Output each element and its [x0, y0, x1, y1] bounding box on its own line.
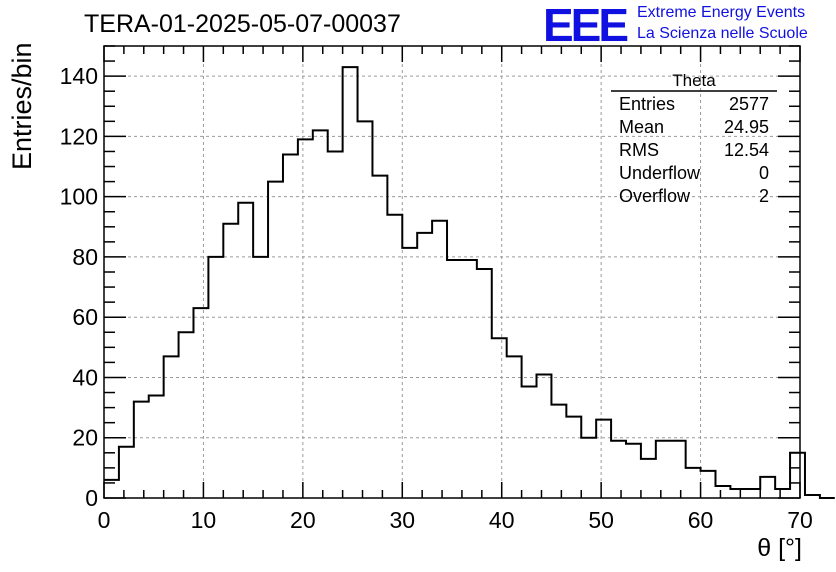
x-tick-label: 70 — [787, 507, 813, 533]
stats-value: 12.54 — [723, 140, 769, 160]
y-tick-label: 120 — [60, 123, 98, 149]
stats-value: 2 — [758, 186, 769, 206]
y-tick-labels: 0 20 40 60 80 100 120 140 — [60, 63, 98, 511]
stats-key: Entries — [619, 94, 676, 114]
y-tick-label: 80 — [72, 244, 98, 270]
x-tick-label: 40 — [489, 507, 515, 533]
stats-value: 2577 — [728, 94, 769, 114]
stats-key: Overflow — [619, 186, 691, 206]
stats-value: 0 — [758, 163, 769, 183]
x-tick-label: 20 — [290, 507, 316, 533]
stats-key: Mean — [619, 117, 665, 137]
histogram-step-line — [104, 66, 835, 499]
stats-key: Underflow — [619, 163, 701, 183]
x-tick-label: 60 — [688, 507, 714, 533]
x-tick-label: 30 — [389, 507, 415, 533]
chart-title: TERA-01-2025-05-07-00037 — [84, 10, 401, 38]
y-tick-label: 60 — [72, 304, 98, 330]
stats-key: RMS — [619, 140, 659, 160]
y-tick-label: 100 — [60, 184, 98, 210]
x-tick-label: 10 — [191, 507, 217, 533]
stats-box-title: Theta — [672, 71, 716, 90]
logo-text-line1: Extreme Energy Events — [637, 4, 806, 21]
plot-frame — [103, 45, 801, 499]
x-tick-labels: 0 10 20 30 40 50 60 70 — [98, 507, 813, 533]
logo-text-line2: La Scienza nelle Scuole — [637, 25, 808, 42]
y-axis-label: Entries/bin — [7, 42, 37, 170]
x-tick-label: 0 — [98, 507, 111, 533]
stats-value: 24.95 — [723, 117, 769, 137]
y-tick-label: 140 — [60, 63, 98, 89]
y-tick-label: 40 — [72, 364, 98, 390]
eee-logo: EEE — [543, 0, 629, 51]
x-axis-label: θ [°] — [757, 534, 802, 562]
y-tick-label: 20 — [72, 425, 98, 451]
x-tick-label: 50 — [588, 507, 614, 533]
y-tick-label: 0 — [85, 485, 98, 511]
